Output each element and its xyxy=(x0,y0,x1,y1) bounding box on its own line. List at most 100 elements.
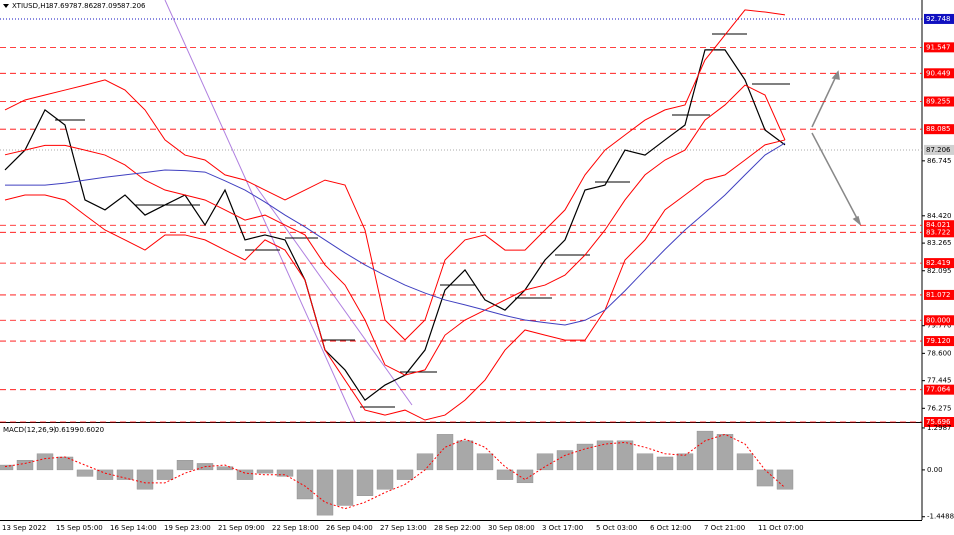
x-tick-label: 26 Sep 04:00 xyxy=(326,524,373,532)
ohlc-value: 87.095 xyxy=(97,2,122,10)
x-tick-label: 22 Sep 18:00 xyxy=(272,524,319,532)
macd-bar xyxy=(216,466,234,471)
level-label: 79.120 xyxy=(926,337,951,345)
macd-bar xyxy=(16,460,34,471)
x-tick-label: 28 Sep 22:00 xyxy=(434,524,481,532)
level-label-box xyxy=(924,96,954,107)
macd-bar xyxy=(356,469,374,496)
macd-bar xyxy=(76,469,94,477)
macd-bar xyxy=(436,434,454,471)
macd-bar xyxy=(36,453,54,471)
x-tick-label: 11 Oct 07:00 xyxy=(758,524,804,532)
y-tick-label: 84.420 xyxy=(927,212,952,220)
level-label-box xyxy=(924,68,954,79)
level-label: 88.085 xyxy=(926,125,951,133)
level-label-box xyxy=(924,220,954,231)
macd-bar xyxy=(416,453,434,471)
macd-bar xyxy=(516,469,534,484)
level-label-box xyxy=(924,227,954,238)
macd-bar xyxy=(776,469,794,490)
macd-bar xyxy=(276,469,294,477)
indicator-line xyxy=(4,9,786,341)
y-tick-label: 83.265 xyxy=(927,239,952,247)
last-price-label: 87.206 xyxy=(926,146,951,154)
arrow-head xyxy=(852,215,862,227)
range-segments xyxy=(55,33,790,408)
macd-bar xyxy=(156,469,174,480)
ohlc-value: 87.862 xyxy=(73,2,98,10)
indicator-value: -0.6020 xyxy=(77,426,104,434)
macd-bar xyxy=(496,469,514,480)
level-label-box xyxy=(924,289,954,300)
level-label-box xyxy=(924,315,954,326)
indicator-value: -0.6199 xyxy=(52,426,79,434)
arrow xyxy=(811,132,861,225)
macd-bar xyxy=(636,453,654,471)
trend-line xyxy=(164,0,356,423)
level-label: 84.021 xyxy=(926,221,951,229)
symbol-title: XTIUSD,H1 xyxy=(12,2,50,10)
x-tick-label: 16 Sep 14:00 xyxy=(110,524,157,532)
x-tick-label: 21 Sep 09:00 xyxy=(218,524,265,532)
macd-bar xyxy=(696,430,714,471)
macd-bar xyxy=(656,456,674,471)
macd-bar xyxy=(616,440,634,471)
macd-bar xyxy=(576,443,594,471)
ohlc-value: 87.697 xyxy=(49,2,74,10)
price-line xyxy=(4,49,786,402)
macd-bar xyxy=(56,456,74,471)
arrow-head xyxy=(831,70,840,80)
last-price-box xyxy=(924,144,954,155)
macd-bar xyxy=(296,469,314,500)
macd-bar xyxy=(396,469,414,480)
macd-bar xyxy=(456,440,474,471)
x-tick-label: 15 Sep 05:00 xyxy=(56,524,103,532)
macd-bar xyxy=(376,469,394,490)
level-label: 75.696 xyxy=(926,418,951,426)
level-label: 82.419 xyxy=(926,259,951,267)
macd-bar xyxy=(676,453,694,471)
y-tick-label: 1.2987 xyxy=(927,424,952,432)
ohlc-value: 87.206 xyxy=(121,2,146,10)
top-level-label: 92.748 xyxy=(926,15,951,23)
y-tick-label: 76.275 xyxy=(927,404,952,412)
level-label-box xyxy=(924,124,954,135)
top-level-box xyxy=(924,13,954,24)
y-tick-label: 82.095 xyxy=(927,267,952,275)
x-tick-label: 30 Sep 08:00 xyxy=(488,524,535,532)
y-tick-label: 86.745 xyxy=(927,157,952,165)
level-label-box xyxy=(924,42,954,53)
menu-triangle xyxy=(3,4,9,8)
x-tick-label: 27 Sep 13:00 xyxy=(380,524,427,532)
level-label-box xyxy=(924,258,954,269)
x-tick-label: 3 Oct 17:00 xyxy=(542,524,583,532)
level-label-box xyxy=(924,417,954,427)
macd-bar xyxy=(236,469,254,480)
macd-bar xyxy=(596,440,614,471)
macd-bar xyxy=(136,469,154,490)
level-label-box xyxy=(924,336,954,347)
y-tick-label: 78.600 xyxy=(927,349,952,357)
level-label-box xyxy=(924,384,954,395)
y-tick-label: 77.445 xyxy=(927,377,952,385)
indicator-line xyxy=(4,139,786,421)
x-tick-label: 5 Oct 03:00 xyxy=(596,524,637,532)
macd-bar xyxy=(336,469,354,506)
macd-bar xyxy=(256,469,274,474)
x-tick-label: 7 Oct 21:00 xyxy=(704,524,745,532)
level-label: 89.255 xyxy=(926,98,951,106)
x-tick-label: 6 Oct 12:00 xyxy=(650,524,691,532)
macd-bar xyxy=(316,469,334,516)
level-label: 81.072 xyxy=(926,291,951,299)
macd-bar xyxy=(556,450,574,471)
level-label: 90.449 xyxy=(926,69,951,77)
macd-bar xyxy=(116,469,134,480)
signal-line xyxy=(4,433,786,510)
macd-bar xyxy=(476,453,494,471)
level-label: 91.547 xyxy=(926,43,951,51)
y-tick-label: 0.00 xyxy=(927,466,943,474)
macd-bar xyxy=(736,453,754,471)
forecast-arrows xyxy=(811,70,862,227)
level-label: 80.000 xyxy=(926,316,951,324)
